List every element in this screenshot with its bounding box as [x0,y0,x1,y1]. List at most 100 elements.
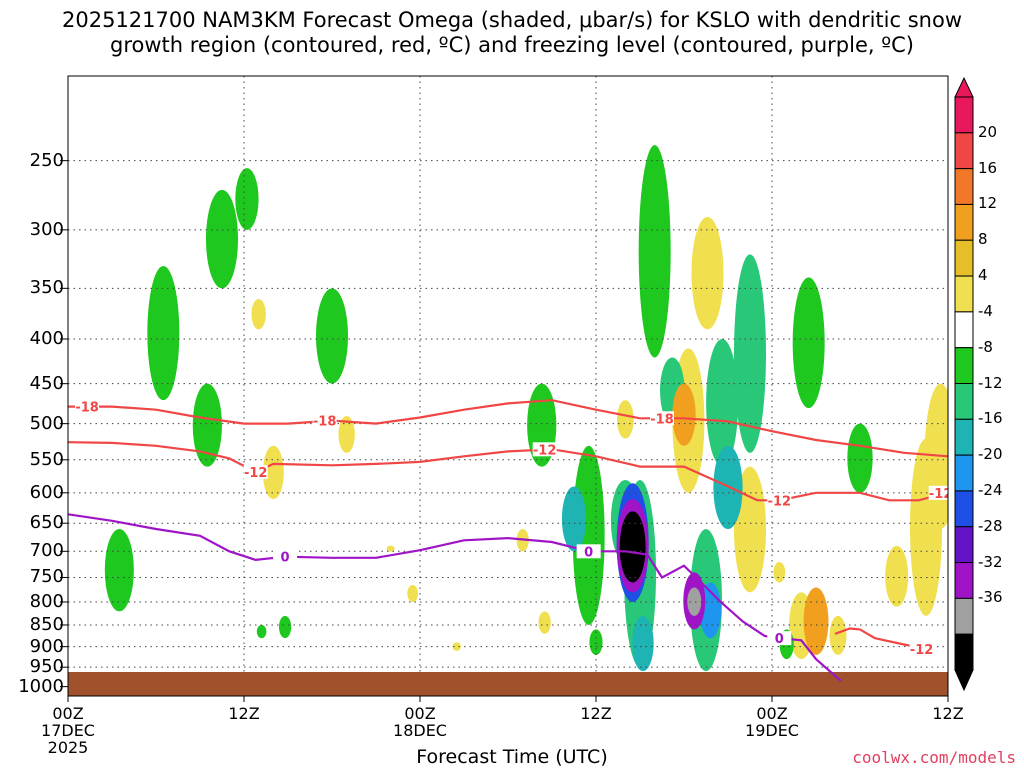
y-tick-label: 600 [29,481,64,503]
y-tick-label: 750 [29,566,64,588]
omega-region [672,383,696,446]
dgz_minus18-label: -18 [650,412,674,427]
y-tick-label: 550 [29,448,64,470]
omega-region [235,168,259,230]
y-tick-label: 1000 [18,675,64,697]
omega-region [589,629,603,655]
omega-region [256,624,267,639]
omega-region [885,545,909,607]
omega-region [847,423,873,493]
omega-region [572,445,605,625]
y-tick-label: 650 [29,512,64,534]
omega-region [407,584,419,602]
colorbar-swatch [954,239,974,277]
colorbar-swatch [954,275,974,313]
y-tick-label: 900 [29,635,64,657]
colorbar-swatch [954,168,974,205]
chart-title-line1: 2025121700 NAM3KM Forecast Omega (shaded… [62,8,962,32]
contour-label-bg [767,493,792,508]
freezing_level-label: 0 [775,632,784,647]
colorbar-swatch [954,132,974,170]
x-tick-label: 00Z 18DEC [393,704,447,740]
colorbar-label: -4 [978,301,993,320]
y-tick-label: 250 [29,149,64,171]
contour-label-bg [532,442,557,457]
dgz_minus12-label: -12 [768,494,792,509]
omega-region [803,587,829,655]
omega-region [147,265,180,401]
contour-label-bg [273,549,298,564]
omega-region [262,445,284,500]
omega-region [104,528,134,612]
site-credit: coolwx.com/models [852,748,1016,767]
colorbar-label: -28 [978,516,1003,535]
contour-label-bg [928,485,948,500]
colorbar-swatch [954,311,974,349]
colorbar-label: 20 [978,122,998,141]
colorbar-swatch [954,597,974,635]
omega-region [386,545,395,552]
x-tick-label: 00Z 17DEC 2025 [41,704,95,757]
dgz_minus18-label: -18 [75,401,99,416]
contour-label-bg [576,544,601,559]
freezing_level-label: 0 [281,551,290,566]
colorbar-label: 8 [978,230,988,249]
colorbar-swatch [954,418,974,456]
x-tick-label: 00Z 19DEC [745,704,799,740]
colorbar-label: -36 [978,588,1003,607]
omega-region [538,611,551,634]
freezing_level-contour [68,513,842,682]
colorbar-label: -32 [978,552,1003,571]
omega-region [829,615,847,655]
dgz_minus12-label: -12 [533,443,557,458]
contour-label-bg [650,411,674,426]
dgz_minus12-contour [68,441,948,502]
colorbar-label: -24 [978,480,1003,499]
colorbar-swatch [954,526,974,564]
y-tick-label: 450 [29,372,64,394]
dgz_minus18-label: -18 [313,415,337,430]
contour-label-bg [767,631,792,646]
omega-region [619,511,646,583]
colorbar-bottom-arrow [954,669,974,692]
omega-region [192,383,222,467]
omega-region [206,189,238,289]
colorbar-label: -8 [978,337,993,356]
omega-region [452,642,461,651]
colorbar-swatch [954,562,974,599]
omega-region [616,400,634,439]
colorbar-swatch [954,454,974,492]
omega-region [278,615,292,639]
y-tick-label: 700 [29,540,64,562]
x-tick-label: 12Z [580,704,612,723]
x-tick-label: 12Z [932,704,964,723]
plot-frame [67,75,949,697]
y-tick-label: 400 [29,327,64,349]
dgz_minus12-label: -12 [244,466,268,481]
colorbar-swatch [954,633,974,671]
colorbar-label: 4 [978,266,988,285]
contour-label-bg [312,413,337,428]
chart-title-line2: growth region (contoured, red, ºC) and f… [110,33,914,57]
dgz_minus12_lower-contour [834,627,927,650]
dgz_minus12_lower-label: -12 [910,643,934,658]
omega-region [632,615,654,672]
omega-region [691,216,724,330]
ground-layer [68,672,948,696]
colorbar-swatch [954,347,974,384]
dgz_minus18-contour [68,399,948,458]
omega-region [338,415,355,453]
y-tick-label: 300 [29,218,64,240]
omega-region [251,299,266,330]
colorbar-label: -16 [978,409,1003,428]
dgz_minus12-label: -12 [929,487,953,502]
y-tick-label: 950 [29,656,64,678]
colorbar-swatch [954,490,974,528]
contour-label-bg [75,399,100,414]
omega-region [316,288,348,384]
y-tick-label: 850 [29,613,64,635]
x-axis-title: Forecast Time (UTC) [416,746,608,768]
contour-label-bg [243,465,268,480]
omega-region [792,277,825,409]
